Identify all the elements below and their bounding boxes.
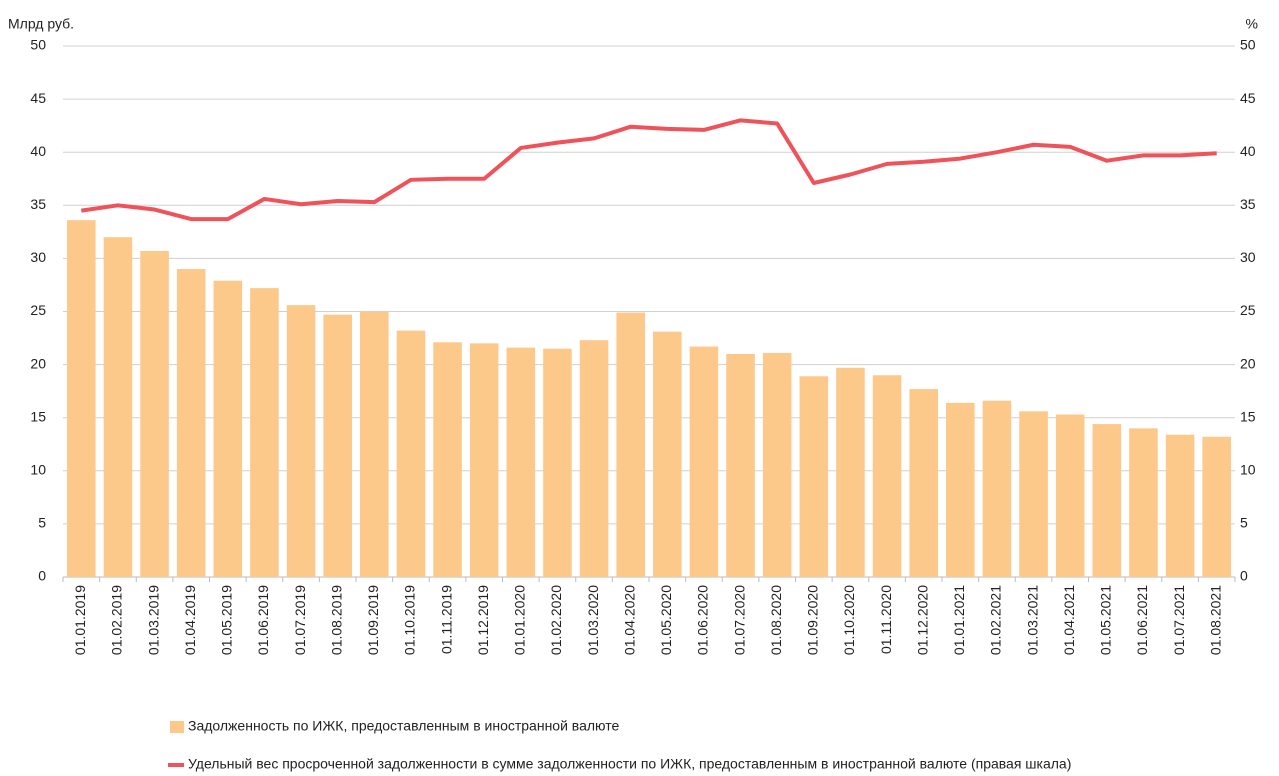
x-tick-label: 01.04.2021 — [1061, 585, 1077, 655]
x-tick-label: 01.06.2021 — [1134, 585, 1150, 655]
x-tick-label: 01.08.2021 — [1207, 585, 1223, 655]
y2-tick-label: 30 — [1240, 249, 1256, 265]
y2-axis-label: % — [1246, 16, 1258, 32]
x-tick-label: 01.08.2019 — [328, 585, 344, 655]
bar — [982, 400, 1012, 577]
bar — [250, 288, 279, 577]
x-tick-label: 01.07.2021 — [1171, 585, 1187, 655]
x-tick-label: 01.03.2021 — [1024, 585, 1040, 655]
x-tick-label: 01.03.2019 — [145, 585, 161, 655]
bar — [543, 348, 572, 577]
bar — [103, 237, 133, 577]
bar — [762, 352, 792, 577]
x-tick-label: 01.01.2021 — [951, 585, 967, 655]
y-tick-label: 35 — [30, 196, 46, 212]
x-tick-label: 01.02.2021 — [988, 585, 1004, 655]
y2-tick-label: 20 — [1240, 355, 1256, 371]
x-tick-label: 01.09.2019 — [365, 585, 381, 655]
bar — [836, 367, 865, 577]
bar — [396, 330, 426, 577]
y-tick-label: 40 — [30, 143, 46, 159]
x-tick-label: 01.11.2020 — [878, 585, 894, 654]
x-tick-label: 01.01.2020 — [512, 585, 528, 655]
bar — [726, 353, 755, 577]
bar — [469, 343, 499, 577]
legend-label: Задолженность по ИЖК, предоставленным в … — [188, 718, 619, 734]
y-tick-label: 50 — [30, 37, 46, 53]
bar — [1092, 424, 1122, 577]
bar — [872, 375, 902, 577]
y-tick-label: 15 — [30, 408, 46, 424]
y2-tick-label: 50 — [1240, 37, 1256, 53]
bar — [1019, 411, 1048, 577]
y-tick-label: 0 — [38, 568, 46, 584]
bar — [506, 347, 536, 577]
legend-swatch — [170, 721, 184, 733]
y-tick-label: 5 — [38, 515, 46, 531]
bar — [213, 280, 243, 577]
bar — [433, 342, 462, 577]
y-tick-label: 30 — [30, 249, 46, 265]
x-tick-label: 01.05.2019 — [219, 585, 235, 655]
bar — [140, 250, 169, 577]
bar — [1202, 436, 1231, 577]
bar — [909, 389, 938, 577]
bar — [579, 340, 609, 577]
bar — [689, 346, 719, 577]
bar — [653, 331, 682, 577]
bar — [67, 220, 96, 577]
x-tick-label: 01.02.2019 — [109, 585, 125, 655]
legend-label: Удельный вес просроченной задолженности … — [188, 756, 1071, 772]
x-tick-label: 01.12.2020 — [914, 585, 930, 655]
bar — [799, 376, 829, 577]
x-tick-label: 01.06.2020 — [695, 585, 711, 655]
bar — [1165, 434, 1195, 577]
y2-tick-label: 45 — [1240, 90, 1256, 106]
line — [81, 118, 1217, 222]
bar — [1129, 428, 1158, 577]
bar — [176, 269, 206, 577]
y-tick-label: 20 — [30, 355, 46, 371]
bar — [360, 311, 389, 577]
bar — [1055, 414, 1085, 577]
bar — [946, 402, 975, 577]
x-tick-label: 01.02.2020 — [548, 585, 564, 655]
x-tick-label: 01.05.2021 — [1098, 585, 1114, 655]
x-tick-label: 01.04.2019 — [182, 585, 198, 655]
x-tick-label: 01.09.2020 — [805, 585, 821, 655]
x-tick-label: 01.07.2020 — [731, 585, 747, 655]
y-axis-label: Млрд руб. — [8, 16, 74, 32]
y-tick-label: 25 — [30, 302, 46, 318]
x-tick-label: 01.05.2020 — [658, 585, 674, 655]
x-tick-label: 01.10.2020 — [841, 585, 857, 655]
bar — [616, 312, 645, 577]
x-tick-label: 01.01.2019 — [72, 585, 88, 655]
x-tick-label: 01.03.2020 — [585, 585, 601, 655]
x-tick-label: 01.12.2019 — [475, 585, 491, 655]
y2-tick-label: 25 — [1240, 302, 1256, 318]
y2-tick-label: 0 — [1240, 568, 1248, 584]
x-tick-label: 01.06.2019 — [255, 585, 271, 655]
bar — [286, 305, 316, 577]
y2-tick-label: 5 — [1240, 515, 1248, 531]
y2-tick-label: 35 — [1240, 196, 1256, 212]
y2-tick-label: 40 — [1240, 143, 1256, 159]
x-tick-label: 01.07.2019 — [292, 585, 308, 655]
x-tick-label: 01.10.2019 — [402, 585, 418, 655]
y-tick-label: 10 — [30, 462, 46, 478]
x-tick-label: 01.08.2020 — [768, 585, 784, 655]
x-tick-label: 01.11.2019 — [438, 585, 454, 654]
y2-tick-label: 10 — [1240, 462, 1256, 478]
y-tick-label: 45 — [30, 90, 46, 106]
bar — [323, 314, 352, 577]
x-tick-label: 01.04.2020 — [621, 585, 637, 655]
y2-tick-label: 15 — [1240, 408, 1256, 424]
